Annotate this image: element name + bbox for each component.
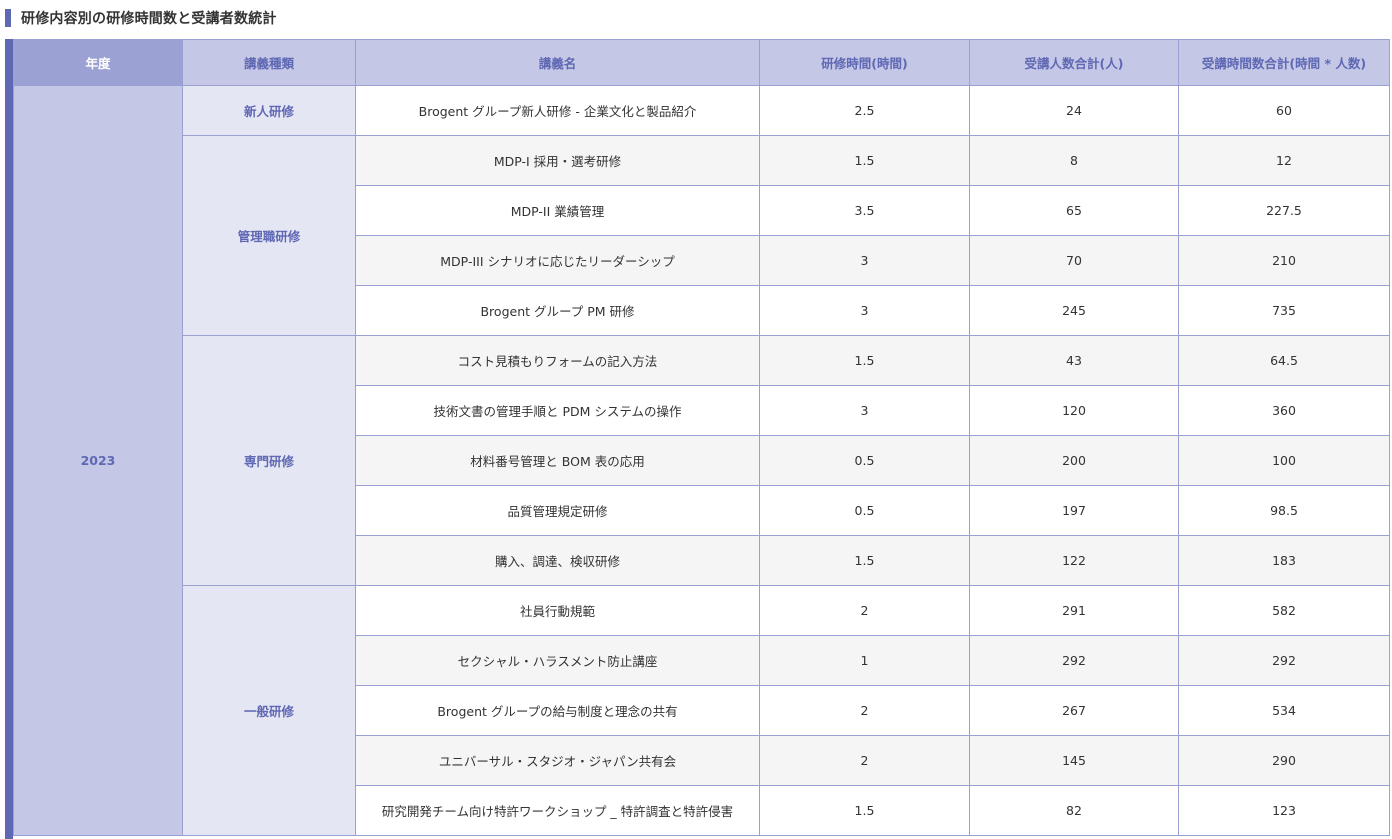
total-cell: 12: [1178, 135, 1390, 186]
course-name-cell: 研究開発チーム向け特許ワークショップ _ 特許調査と特許侵害: [355, 785, 760, 836]
participants-cell: 200: [969, 435, 1179, 486]
participants-cell: 65: [969, 185, 1179, 236]
table-row: セクシャル・ハラスメント防止講座 1 292 292: [14, 635, 1390, 686]
total-cell: 290: [1178, 735, 1390, 786]
hours-cell: 0.5: [759, 485, 970, 536]
table-row: ユニバーサル・スタジオ・ジャパン共有会 2 145 290: [14, 735, 1390, 786]
total-cell: 582: [1178, 585, 1390, 636]
table-row: 技術文書の管理手順と PDM システムの操作 3 120 360: [14, 385, 1390, 436]
table-row: MDP-II 業績管理 3.5 65 227.5: [14, 185, 1390, 236]
course-name-cell: MDP-II 業績管理: [355, 185, 760, 236]
table-row: 材料番号管理と BOM 表の応用 0.5 200 100: [14, 435, 1390, 486]
total-cell: 98.5: [1178, 485, 1390, 536]
category-cell: 管理職研修: [182, 135, 356, 336]
page-title: 研修内容別の研修時間数と受講者数統計: [21, 11, 277, 27]
table-row: 研究開発チーム向け特許ワークショップ _ 特許調査と特許侵害 1.5 82 12…: [14, 785, 1390, 836]
hours-cell: 3.5: [759, 185, 970, 236]
hours-cell: 1.5: [759, 785, 970, 836]
hours-cell: 2: [759, 735, 970, 786]
year-cell: 2023: [13, 85, 183, 836]
hours-cell: 2: [759, 585, 970, 636]
participants-cell: 197: [969, 485, 1179, 536]
course-name-cell: MDP-III シナリオに応じたリーダーシップ: [355, 235, 760, 286]
course-name-cell: 購入、調達、検収研修: [355, 535, 760, 586]
course-name-cell: コスト見積もりフォームの記入方法: [355, 335, 760, 386]
table-row: 管理職研修 MDP-I 採用・選考研修 1.5 8 12: [14, 135, 1390, 336]
column-header-total: 受講時間数合計(時間 * 人数): [1178, 39, 1390, 86]
hours-cell: 1.5: [759, 135, 970, 186]
hours-cell: 3: [759, 385, 970, 436]
course-name-cell: 材料番号管理と BOM 表の応用: [355, 435, 760, 486]
participants-cell: 24: [969, 85, 1179, 136]
course-name-cell: 品質管理規定研修: [355, 485, 760, 536]
table-row: Brogent グループの給与制度と理念の共有 2 267 534: [14, 685, 1390, 736]
table-row: 2023 新人研修 Brogent グループ新人研修 - 企業文化と製品紹介 2…: [13, 85, 1390, 836]
total-cell: 292: [1178, 635, 1390, 686]
course-name-cell: Brogent グループの給与制度と理念の共有: [355, 685, 760, 736]
participants-cell: 291: [969, 585, 1179, 636]
column-header-course: 講義名: [355, 39, 760, 86]
participants-cell: 292: [969, 635, 1179, 686]
table-row: 品質管理規定研修 0.5 197 98.5: [14, 485, 1390, 536]
table-row: 専門研修 コスト見積もりフォームの記入方法 1.5 43 64.5: [14, 335, 1390, 586]
hours-cell: 1.5: [759, 335, 970, 386]
category-cell: 新人研修: [182, 85, 356, 136]
participants-cell: 43: [969, 335, 1179, 386]
table-row: 購入、調達、検収研修 1.5 122 183: [14, 535, 1390, 586]
course-name-cell: セクシャル・ハラスメント防止講座: [355, 635, 760, 686]
participants-cell: 82: [969, 785, 1179, 836]
hours-cell: 3: [759, 235, 970, 286]
course-name-cell: ユニバーサル・スタジオ・ジャパン共有会: [355, 735, 760, 786]
participants-cell: 267: [969, 685, 1179, 736]
column-header-category: 講義種類: [182, 39, 356, 86]
table-header-row: 年度 講義種類 講義名 研修時間(時間) 受講人数合計(人) 受講時間数合計(時…: [13, 39, 1390, 86]
participants-cell: 145: [969, 735, 1179, 786]
total-cell: 360: [1178, 385, 1390, 436]
participants-cell: 70: [969, 235, 1179, 286]
hours-cell: 0.5: [759, 435, 970, 486]
table-row: MDP-III シナリオに応じたリーダーシップ 3 70 210: [14, 235, 1390, 286]
hours-cell: 2: [759, 685, 970, 736]
total-cell: 60: [1178, 85, 1390, 136]
hours-cell: 1: [759, 635, 970, 686]
total-cell: 64.5: [1178, 335, 1390, 386]
total-cell: 210: [1178, 235, 1390, 286]
column-header-year: 年度: [13, 39, 183, 86]
category-cell: 一般研修: [182, 585, 356, 836]
column-header-participants: 受講人数合計(人): [969, 39, 1179, 86]
total-cell: 534: [1178, 685, 1390, 736]
training-stats-table: 年度 講義種類 講義名 研修時間(時間) 受講人数合計(人) 受講時間数合計(時…: [13, 39, 1390, 836]
participants-cell: 120: [969, 385, 1179, 436]
hours-cell: 3: [759, 285, 970, 336]
participants-cell: 245: [969, 285, 1179, 336]
course-name-cell: MDP-I 採用・選考研修: [355, 135, 760, 186]
course-name-cell: Brogent グループ PM 研修: [355, 285, 760, 336]
hours-cell: 1.5: [759, 535, 970, 586]
course-name-cell: 社員行動規範: [355, 585, 760, 636]
header-accent-bar: [5, 9, 11, 27]
participants-cell: 122: [969, 535, 1179, 586]
total-cell: 735: [1178, 285, 1390, 336]
total-cell: 183: [1178, 535, 1390, 586]
hours-cell: 2.5: [759, 85, 970, 136]
total-cell: 123: [1178, 785, 1390, 836]
total-cell: 100: [1178, 435, 1390, 486]
course-name-cell: 技術文書の管理手順と PDM システムの操作: [355, 385, 760, 436]
column-header-hours: 研修時間(時間): [759, 39, 970, 86]
table-row: 一般研修 社員行動規範 2 291 582: [14, 585, 1390, 836]
participants-cell: 8: [969, 135, 1179, 186]
course-name-cell: Brogent グループ新人研修 - 企業文化と製品紹介: [355, 85, 760, 136]
category-cell: 専門研修: [182, 335, 356, 586]
total-cell: 227.5: [1178, 185, 1390, 236]
section-header: 研修内容別の研修時間数と受講者数統計: [5, 8, 277, 28]
stats-table-container: 年度 講義種類 講義名 研修時間(時間) 受講人数合計(人) 受講時間数合計(時…: [5, 39, 1390, 839]
